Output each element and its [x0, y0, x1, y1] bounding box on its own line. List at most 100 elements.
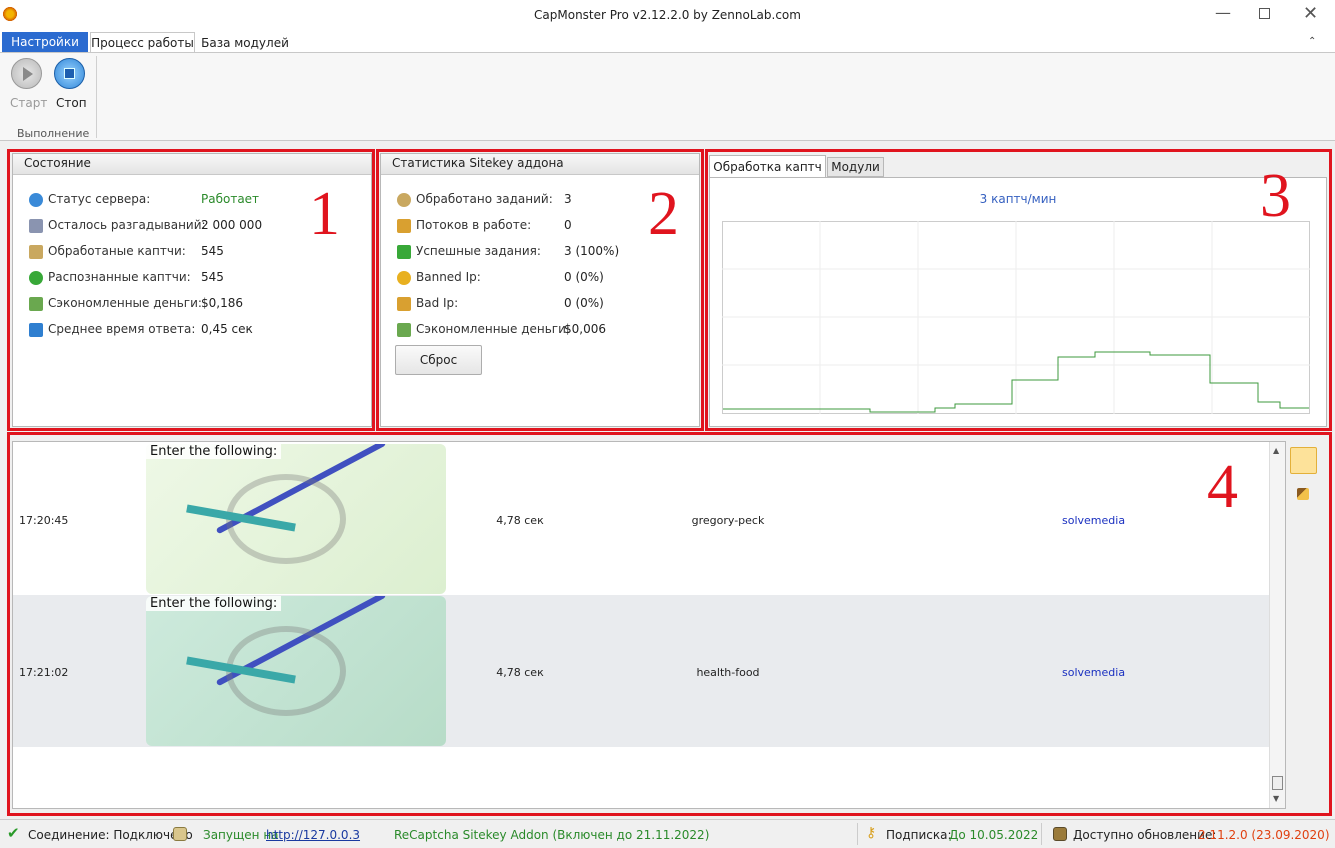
ribbon-tab[interactable]: Процесс работы	[90, 32, 195, 53]
ribbon-body	[0, 52, 1335, 141]
stat-value: 0 (0%)	[564, 296, 604, 310]
log-answer: gregory-peck	[691, 514, 765, 527]
status-separator	[857, 823, 858, 845]
scrollbar[interactable]: ▲ ▼	[1269, 442, 1285, 808]
log-service[interactable]: solvemedia	[1062, 666, 1126, 679]
highlight-box	[705, 149, 1332, 431]
row-icon	[29, 297, 43, 311]
log-duration: 4,78 сек	[496, 666, 544, 679]
check-icon: ✔	[7, 824, 20, 842]
status-separator	[1041, 823, 1042, 845]
update-label: Доступно обновление:	[1073, 828, 1217, 842]
stat-label: Статус сервера:	[48, 192, 151, 206]
panel-header: Состояние	[13, 154, 371, 175]
row-icon	[397, 193, 411, 207]
stat-value: 545	[201, 244, 224, 258]
row-icon	[29, 271, 43, 285]
log-duration: 4,78 сек	[496, 514, 544, 527]
stat-label: Сэкономленные деньги:	[416, 322, 570, 336]
log-time: 17:20:45	[19, 514, 69, 527]
window-title: CapMonster Pro v2.12.2.0 by ZennoLab.com	[534, 8, 801, 22]
annotation: 3	[1260, 162, 1291, 230]
maximize[interactable]	[1259, 8, 1270, 19]
stat-value: $0,006	[564, 322, 606, 336]
annotation: 4	[1207, 453, 1238, 521]
annotation: 1	[309, 180, 340, 248]
chart-tab[interactable]: Обработка каптч	[709, 155, 826, 178]
panel-header: Статистика Sitekey аддона	[381, 154, 699, 175]
stat-label: Среднее время ответа:	[48, 322, 196, 336]
stat-value: 2 000 000	[201, 218, 263, 232]
status-panel: Состояние Статус сервера: Работает Осталос…	[12, 153, 372, 427]
stat-label: Bad Ip:	[416, 296, 459, 310]
ribbon-tab[interactable]: Настройки	[2, 32, 88, 52]
row-icon	[397, 323, 411, 337]
update-icon	[1053, 827, 1067, 841]
captcha-image: Enter the following:	[146, 596, 446, 746]
stat-label: Banned Ip:	[416, 270, 481, 284]
play-glyph	[23, 67, 33, 81]
ribbon-tabbar	[0, 31, 1335, 53]
key-icon: ⚷	[866, 825, 877, 841]
stat-value: 545	[201, 270, 224, 284]
highlight-box	[7, 432, 1332, 816]
subscription-label: Подписка:	[886, 828, 952, 842]
stop-button[interactable]: Стоп	[56, 96, 87, 110]
rate-line	[723, 351, 1309, 413]
running-label: Запущен на	[203, 828, 279, 842]
connection-status: Соединение: Подключено	[28, 828, 193, 842]
minimize[interactable]: —	[1215, 3, 1231, 22]
stat-value: $0,186	[201, 296, 243, 310]
annotation: 2	[648, 180, 679, 248]
stop-glyph	[64, 68, 75, 79]
stat-label: Сэкономленные деньги:	[48, 296, 202, 310]
group-separator	[96, 56, 97, 138]
row-icon	[29, 193, 43, 207]
app-icon	[3, 7, 17, 21]
chart-tab[interactable]: Модули	[827, 157, 884, 177]
stat-value: 0	[564, 218, 572, 232]
highlight-box	[376, 149, 704, 431]
title-bar	[0, 0, 1335, 31]
rate-chart	[722, 221, 1310, 414]
log-time: 17:21:02	[19, 666, 69, 679]
stat-value: 0,45 сек	[201, 322, 253, 336]
stat-label: Осталось разгадываний:	[48, 218, 206, 232]
log-service[interactable]: solvemedia	[1062, 514, 1126, 527]
ribbon-collapse[interactable]: ⌃	[1308, 36, 1317, 47]
stat-label: Обработано заданий:	[416, 192, 553, 206]
server-url[interactable]: http://127.0.0.3	[266, 828, 361, 842]
captcha-prompt: Enter the following:	[146, 596, 282, 611]
server-icon	[173, 827, 187, 841]
row-icon	[397, 297, 411, 311]
addon-status: ReCaptcha Sitekey Addon (Включен до 21.1…	[394, 828, 710, 842]
clear-button[interactable]	[1297, 488, 1309, 500]
stat-label: Потоков в работе:	[416, 218, 532, 232]
row-icon	[29, 219, 43, 233]
rate-label: 3 каптч/мин	[979, 192, 1057, 206]
stat-value: 3 (100%)	[564, 244, 620, 258]
stat-label: Распознанные каптчи:	[48, 270, 191, 284]
captcha-image: Enter the following:	[146, 444, 446, 594]
subscription-date: До 10.05.2022	[949, 828, 1039, 842]
stat-label: Успешные задания:	[416, 244, 541, 258]
update-version[interactable]: 2.11.2.0 (23.09.2020)	[1198, 828, 1330, 842]
row-icon	[29, 245, 43, 259]
status-bar	[0, 819, 1335, 848]
stat-value: 3	[564, 192, 572, 206]
ribbon-tab[interactable]: База модулей	[201, 36, 289, 50]
row-icon	[397, 219, 411, 233]
row-icon	[397, 245, 411, 259]
row-icon	[29, 323, 43, 337]
reset-button[interactable]: Сброс	[395, 345, 482, 375]
close[interactable]: ✕	[1303, 3, 1319, 24]
start-button[interactable]: Старт	[10, 96, 48, 110]
autoscroll-button[interactable]	[1290, 447, 1317, 474]
stat-label: Обработаные каптчи:	[48, 244, 186, 258]
row-icon	[397, 271, 411, 285]
sitekey-panel: Статистика Sitekey аддона Сброс Обработа…	[380, 153, 700, 427]
chart-grid	[722, 221, 1310, 414]
stat-value: Работает	[201, 192, 260, 206]
